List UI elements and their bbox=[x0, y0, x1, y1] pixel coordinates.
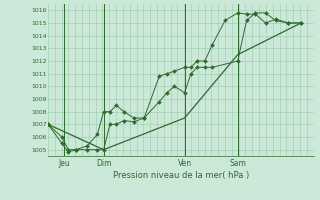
X-axis label: Pression niveau de la mer( hPa ): Pression niveau de la mer( hPa ) bbox=[113, 171, 249, 180]
